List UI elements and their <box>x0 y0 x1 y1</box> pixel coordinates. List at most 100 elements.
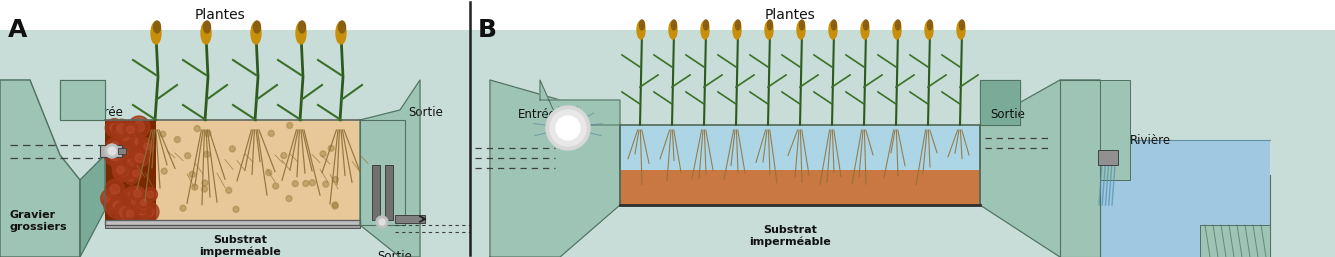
Circle shape <box>131 149 150 167</box>
Circle shape <box>113 124 132 143</box>
Circle shape <box>175 136 180 143</box>
Polygon shape <box>360 80 421 257</box>
Circle shape <box>120 206 131 215</box>
Circle shape <box>104 199 119 214</box>
Circle shape <box>180 205 186 211</box>
Circle shape <box>230 146 235 152</box>
Circle shape <box>111 122 125 137</box>
Polygon shape <box>539 80 619 125</box>
Ellipse shape <box>254 21 260 33</box>
Circle shape <box>138 196 150 208</box>
Circle shape <box>121 144 131 154</box>
Polygon shape <box>60 80 105 120</box>
Circle shape <box>120 146 129 155</box>
Circle shape <box>134 188 147 201</box>
Circle shape <box>135 153 144 163</box>
Ellipse shape <box>154 21 160 33</box>
Circle shape <box>119 142 136 160</box>
Circle shape <box>112 160 134 181</box>
Bar <box>372 165 380 220</box>
Circle shape <box>109 191 121 204</box>
Bar <box>1200 225 1270 257</box>
Circle shape <box>111 152 129 172</box>
Circle shape <box>555 116 579 140</box>
Circle shape <box>123 122 138 137</box>
FancyBboxPatch shape <box>0 0 470 257</box>
Circle shape <box>112 124 127 139</box>
Circle shape <box>190 171 195 177</box>
Circle shape <box>286 196 292 201</box>
Circle shape <box>103 194 121 212</box>
Circle shape <box>116 139 136 160</box>
Circle shape <box>303 180 308 187</box>
Circle shape <box>109 184 120 194</box>
Ellipse shape <box>861 21 869 39</box>
Bar <box>1060 80 1100 257</box>
Bar <box>619 125 980 170</box>
Bar <box>105 220 360 225</box>
Circle shape <box>376 216 388 228</box>
Circle shape <box>128 175 135 181</box>
Circle shape <box>124 132 132 140</box>
Circle shape <box>234 206 239 212</box>
Circle shape <box>124 155 138 170</box>
Ellipse shape <box>151 22 162 44</box>
Circle shape <box>119 167 128 177</box>
Circle shape <box>105 179 124 199</box>
Circle shape <box>332 202 338 208</box>
Bar <box>360 120 405 225</box>
Circle shape <box>132 170 139 177</box>
Circle shape <box>128 201 142 214</box>
Circle shape <box>115 125 135 146</box>
Circle shape <box>112 194 119 200</box>
Bar <box>1100 140 1270 257</box>
Circle shape <box>111 141 119 150</box>
Circle shape <box>323 181 328 187</box>
Polygon shape <box>490 80 619 257</box>
Circle shape <box>107 199 127 219</box>
Circle shape <box>115 157 125 167</box>
Circle shape <box>184 153 191 159</box>
Circle shape <box>268 131 274 136</box>
Circle shape <box>121 189 136 203</box>
Circle shape <box>109 197 127 214</box>
Text: Plantes: Plantes <box>195 8 246 22</box>
Circle shape <box>128 190 138 199</box>
Ellipse shape <box>669 21 677 39</box>
Circle shape <box>136 198 151 213</box>
Circle shape <box>128 197 144 213</box>
Text: Sortie: Sortie <box>409 106 443 118</box>
Circle shape <box>379 219 384 225</box>
Circle shape <box>109 144 125 161</box>
Circle shape <box>116 128 123 136</box>
FancyBboxPatch shape <box>0 30 470 257</box>
Circle shape <box>120 130 129 141</box>
Ellipse shape <box>765 21 773 39</box>
Ellipse shape <box>832 20 837 30</box>
Circle shape <box>162 168 167 174</box>
Circle shape <box>121 131 143 152</box>
Text: Sortie: Sortie <box>378 250 413 257</box>
Circle shape <box>140 199 147 206</box>
Circle shape <box>125 157 138 170</box>
Circle shape <box>127 126 135 133</box>
Circle shape <box>128 160 135 167</box>
Circle shape <box>123 147 132 156</box>
FancyBboxPatch shape <box>470 0 1335 257</box>
Bar <box>105 225 360 228</box>
Circle shape <box>194 126 200 132</box>
Circle shape <box>266 170 272 176</box>
Circle shape <box>117 149 128 159</box>
Circle shape <box>128 116 150 138</box>
Circle shape <box>112 119 131 137</box>
Circle shape <box>117 124 127 133</box>
Circle shape <box>127 159 135 166</box>
Circle shape <box>109 123 119 132</box>
Circle shape <box>292 181 298 187</box>
Circle shape <box>120 127 136 144</box>
Circle shape <box>104 145 125 166</box>
Ellipse shape <box>637 21 645 39</box>
Ellipse shape <box>202 22 211 44</box>
Circle shape <box>108 143 124 159</box>
Circle shape <box>129 149 142 161</box>
